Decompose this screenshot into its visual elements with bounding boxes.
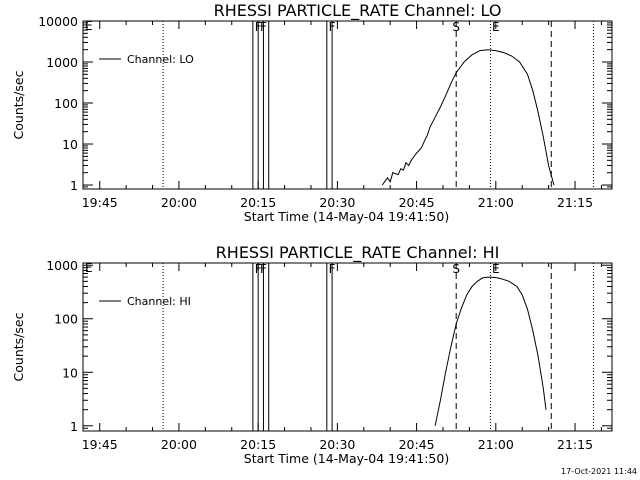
legend-label: Channel: HI [127, 295, 191, 308]
flag-marker-f: F [255, 262, 262, 276]
y-tick-label: 100 [54, 96, 78, 111]
x-tick-label: 20:45 [399, 195, 435, 210]
chart-title: RHESSI PARTICLE_RATE Channel: HI [216, 243, 500, 263]
x-tick-label: 20:00 [161, 195, 197, 210]
x-tick-label: 21:00 [478, 437, 514, 452]
series-line [381, 49, 555, 186]
legend-label: Channel: LO [127, 53, 194, 66]
x-tick-label: 20:00 [161, 437, 197, 452]
flag-marker-f: F [329, 262, 336, 276]
flag-marker-s: S [452, 262, 460, 276]
y-axis-label: Counts/sec [11, 70, 26, 139]
y-tick-label: 1 [70, 419, 78, 434]
x-tick-label: 19:45 [82, 437, 118, 452]
x-tick-label: 20:15 [240, 437, 276, 452]
chart-title: RHESSI PARTICLE_RATE Channel: LO [214, 1, 502, 21]
lo-channel-panel: RHESSI PARTICLE_RATE Channel: LO 19:45 20:… [11, 1, 613, 224]
y-tick-label: 1 [70, 178, 78, 193]
x-axis-label: Start Time (14-May-04 19:41:50) [244, 451, 449, 466]
x-tick-label: 21:15 [557, 195, 593, 210]
x-tick-label: 21:00 [478, 195, 514, 210]
y-tick-label: 10 [62, 137, 78, 152]
y-tick-label: 100 [54, 312, 78, 327]
y-tick-label: 10000 [38, 14, 78, 29]
x-axis-label: Start Time (14-May-04 19:41:50) [244, 209, 449, 224]
y-tick-label: 1000 [46, 55, 78, 70]
flag-marker-e: E [492, 20, 500, 34]
y-axis-label: Counts/sec [11, 312, 26, 381]
x-tick-label: 20:15 [240, 195, 276, 210]
flag-marker-f: F [260, 262, 267, 276]
hi-channel-panel: RHESSI PARTICLE_RATE Channel: HI 19:45 20:… [11, 243, 613, 466]
x-tick-label: 20:45 [399, 437, 435, 452]
x-tick-label: 20:30 [319, 195, 355, 210]
x-tick-label: 21:15 [557, 437, 593, 452]
flag-marker-f: F [255, 20, 262, 34]
flag-marker-f: F [329, 20, 336, 34]
corner-flag-marker: E [85, 261, 93, 275]
x-tick-label: 19:45 [82, 195, 118, 210]
corner-flag-marker: E [85, 19, 93, 33]
y-tick-label: 10 [62, 365, 78, 380]
flag-marker-f: F [260, 20, 267, 34]
flag-marker-s: S [452, 20, 460, 34]
y-tick-label: 1000 [46, 258, 78, 273]
series-line [434, 276, 547, 426]
x-tick-label: 20:30 [319, 437, 355, 452]
footer-timestamp: 17-Oct-2021 11:44 [561, 467, 637, 476]
flag-marker-e: E [492, 262, 500, 276]
